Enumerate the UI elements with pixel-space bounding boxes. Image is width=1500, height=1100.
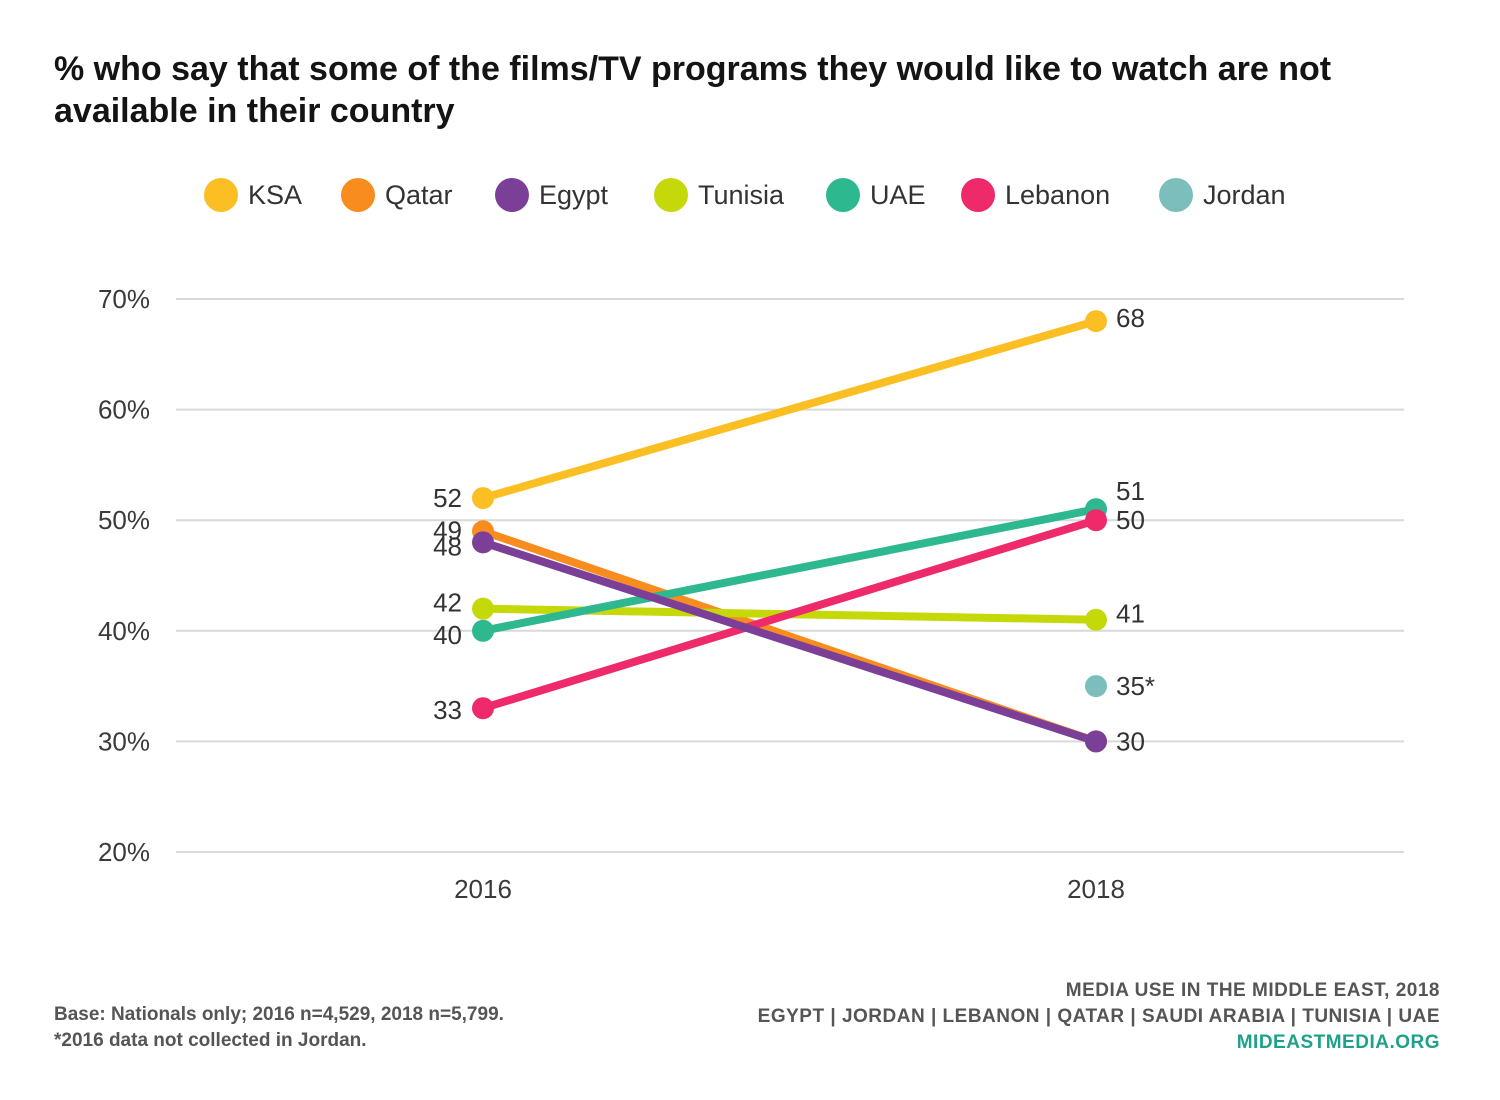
legend-swatch-lebanon [961,178,995,212]
series-points [472,310,1107,753]
point-jordan-2018 [1085,675,1107,698]
line-egypt [479,538,1100,746]
chart-title: % who say that some of the films/TV prog… [54,50,1332,130]
source-credit: MEDIA USE IN THE MIDDLE EAST, 2018 EGYPT… [758,978,1440,1056]
data-label-ksa-2018: 68 [1116,303,1145,333]
y-tick-label: 20% [98,837,150,867]
legend-label-tunisia: Tunisia [698,180,785,210]
data-label-jordan-2018: 35* [1116,671,1155,701]
y-tick-label: 50% [98,505,150,535]
point-ksa-2016 [472,487,494,510]
y-axis-ticks: 20% 30% 40% 50% 60% 70% [98,284,150,867]
point-tunisia-2018 [1085,608,1107,631]
line-uae [479,505,1100,635]
point-lebanon-2016 [472,697,494,720]
data-label-uae-2018: 51 [1116,476,1145,506]
x-tick-label: 2018 [1067,874,1125,904]
source-url[interactable]: MIDEASTMEDIA.ORG [1236,1032,1440,1053]
data-label-uae-2016: 40 [433,620,462,650]
footnote: Base: Nationals only; 2016 n=4,529, 2018… [54,1002,504,1054]
point-tunisia-2016 [472,597,494,620]
point-egypt-2016 [472,531,494,554]
legend-swatch-ksa [204,178,238,212]
data-label-lebanon-2016: 33 [433,695,462,725]
footnote-base: Base: Nationals only; 2016 n=4,529, 2018… [54,1004,504,1025]
point-ksa-2018 [1085,310,1107,333]
legend-swatch-qatar [341,178,375,212]
line-lebanon [479,516,1100,713]
data-label-tunisia-2016: 42 [433,588,462,618]
legend-swatch-tunisia [654,178,688,212]
y-tick-label: 40% [98,616,150,646]
legend-label-ksa: KSA [248,180,302,210]
y-tick-label: 60% [98,395,150,425]
gridlines [176,298,1404,853]
line-ksa [479,317,1100,503]
legend-swatch-jordan [1159,178,1193,212]
legend-label-egypt: Egypt [539,180,609,210]
legend-label-qatar: Qatar [385,180,453,210]
legend-swatch-uae [826,178,860,212]
data-label-qatar-2016: 49 [433,515,462,545]
source-countries: EGYPT | JORDAN | LEBANON | QATAR | SAUDI… [757,1006,1440,1027]
data-label-tunisia-2018: 41 [1116,599,1145,629]
legend-label-jordan: Jordan [1203,180,1286,210]
legend-swatch-egypt [495,178,529,212]
point-uae-2016 [472,619,494,642]
data-label-ksa-2016: 52 [433,483,462,513]
x-tick-label: 2016 [454,874,512,904]
point-egypt-2018 [1085,730,1107,753]
legend-label-uae: UAE [870,180,926,210]
data-label-lebanon-2018: 50 [1116,505,1145,535]
y-tick-label: 30% [98,726,150,756]
series-lines [479,317,1100,746]
data-label-egypt-2018: 30 [1116,726,1145,756]
data-label-egypt-2016: 48 [433,531,462,561]
source-title: MEDIA USE IN THE MIDDLE EAST, 2018 [1065,980,1440,1001]
point-lebanon-2018 [1085,509,1107,532]
x-axis-ticks: 2016 2018 [454,874,1125,904]
footnote-jordan: *2016 data not collected in Jordan. [54,1030,367,1051]
y-tick-label: 70% [98,284,150,314]
legend-label-lebanon: Lebanon [1005,180,1110,210]
legend: KSA Qatar Egypt Tunisia UAE Lebanon Jordan [204,178,1286,212]
